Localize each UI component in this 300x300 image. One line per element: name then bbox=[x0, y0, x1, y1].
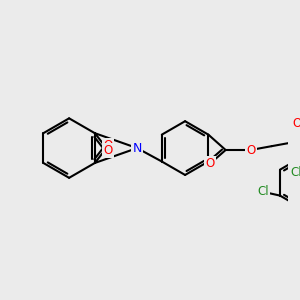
Text: Cl: Cl bbox=[291, 166, 300, 178]
Text: O: O bbox=[292, 117, 300, 130]
Text: O: O bbox=[246, 143, 255, 157]
Text: N: N bbox=[132, 142, 142, 154]
Text: O: O bbox=[104, 139, 113, 152]
Text: O: O bbox=[104, 144, 113, 157]
Text: Cl: Cl bbox=[257, 185, 268, 198]
Text: O: O bbox=[206, 157, 215, 170]
